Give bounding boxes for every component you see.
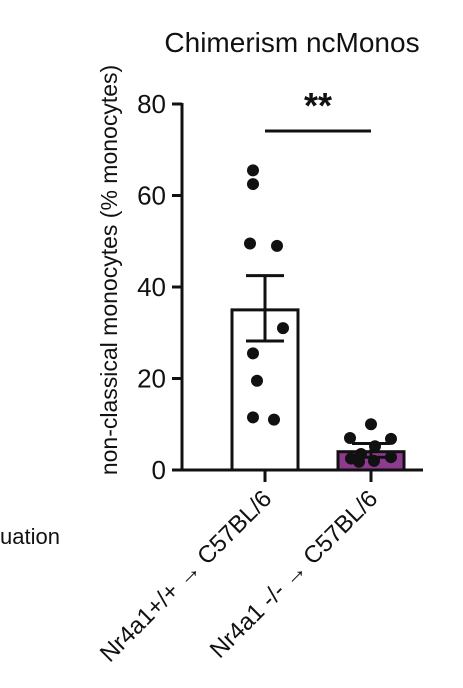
data-point [277, 322, 289, 335]
data-point [353, 455, 365, 468]
y-axis-label: non-classical monocytes (% monocytes) [96, 65, 122, 475]
data-point [344, 431, 356, 444]
y-tick-label: 80 [137, 89, 166, 119]
chart-title: Chimerism ncMonos [164, 27, 419, 58]
data-point [271, 239, 283, 252]
y-tick-label: 0 [152, 455, 166, 485]
y-tick-label: 60 [137, 181, 166, 211]
x-tick-label: Nr4a1+/+ → C57BL/6 [95, 485, 277, 667]
data-point [244, 237, 256, 250]
data-point [385, 451, 397, 464]
significance-label: ** [304, 85, 332, 126]
data-point [268, 413, 280, 426]
data-point [247, 164, 259, 177]
data-point [251, 374, 263, 387]
cropped-text-fragment: uation [0, 524, 60, 549]
y-tick-label: 40 [137, 272, 166, 302]
data-point [247, 178, 259, 191]
data-point [247, 411, 259, 424]
y-tick-label: 20 [137, 364, 166, 394]
data-point [385, 432, 397, 445]
data-point [365, 418, 377, 431]
data-point [247, 347, 259, 360]
